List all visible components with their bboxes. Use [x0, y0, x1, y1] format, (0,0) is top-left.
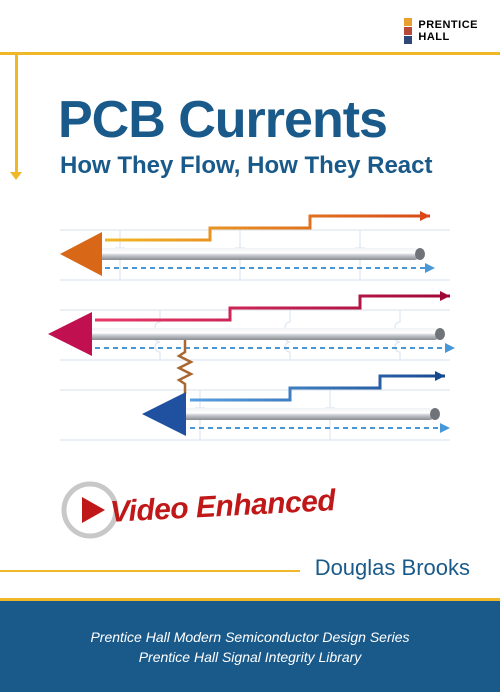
publisher-logo: PRENTICE HALL	[404, 18, 478, 44]
series-line-1: Prentice Hall Modern Semiconductor Desig…	[90, 629, 409, 645]
logo-block-1	[404, 18, 412, 26]
left-arrow-stem	[15, 55, 18, 175]
book-cover: PRENTICE HALL PCB Currents How They Flow…	[0, 0, 500, 692]
left-arrow-head	[10, 172, 22, 180]
author-rule	[0, 570, 300, 572]
logo-block-2	[404, 27, 412, 35]
top-rule	[0, 52, 500, 55]
publisher-line2: HALL	[418, 31, 478, 43]
series-line-2: Prentice Hall Signal Integrity Library	[139, 649, 362, 665]
illustration-svg	[30, 200, 470, 490]
publisher-name: PRENTICE HALL	[418, 19, 478, 43]
cover-illustration	[30, 200, 470, 490]
logo-blocks	[404, 18, 412, 44]
title-main: PCB Currents	[58, 90, 433, 150]
title-block: PCB Currents How They Flow, How They Rea…	[58, 90, 433, 180]
trace-1	[60, 211, 435, 276]
trace-2	[48, 291, 455, 394]
logo-block-3	[404, 36, 412, 44]
video-enhanced-badge: Video Enhanced	[109, 484, 336, 530]
trace-3	[142, 371, 450, 436]
footer-band: Prentice Hall Modern Semiconductor Desig…	[0, 601, 500, 692]
publisher-line1: PRENTICE	[418, 19, 478, 31]
title-subtitle: How They Flow, How They React	[60, 152, 433, 180]
author-name: Douglas Brooks	[315, 555, 470, 581]
